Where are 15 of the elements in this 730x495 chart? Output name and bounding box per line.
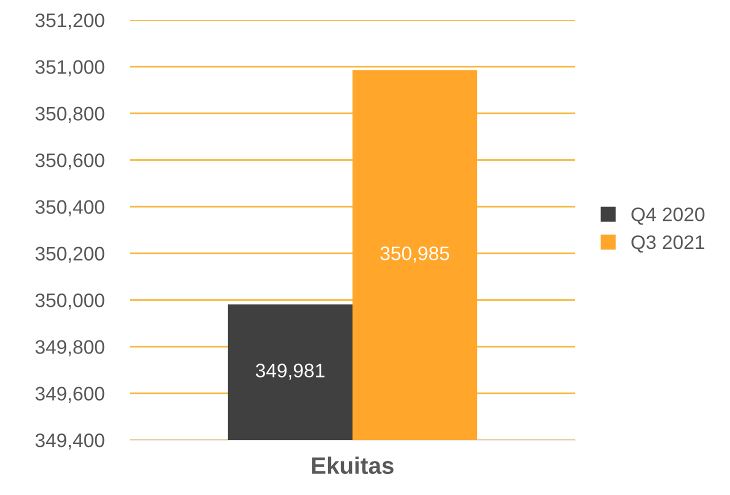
- y-tick-label: 350,800: [35, 106, 104, 123]
- y-tick-label: 349,800: [35, 340, 104, 356]
- y-tick-label: 349,400: [35, 433, 104, 450]
- data-label: 349,981: [256, 364, 324, 380]
- legend-label: Q3 2021: [631, 235, 704, 253]
- legend-label: Q4 2020: [631, 208, 704, 225]
- y-tick-label: 350,000: [35, 293, 104, 310]
- y-tick-label: 349,600: [35, 386, 104, 403]
- y-tick-label: 351,200: [35, 13, 104, 30]
- x-tick-label: Ekuitas: [312, 456, 394, 474]
- y-tick-label: 350,200: [35, 246, 104, 263]
- y-tick-label: 350,400: [35, 200, 104, 216]
- data-label: 350,985: [380, 246, 450, 263]
- y-tick-label: 350,600: [35, 153, 104, 170]
- y-tick-label: 351,000: [35, 60, 104, 76]
